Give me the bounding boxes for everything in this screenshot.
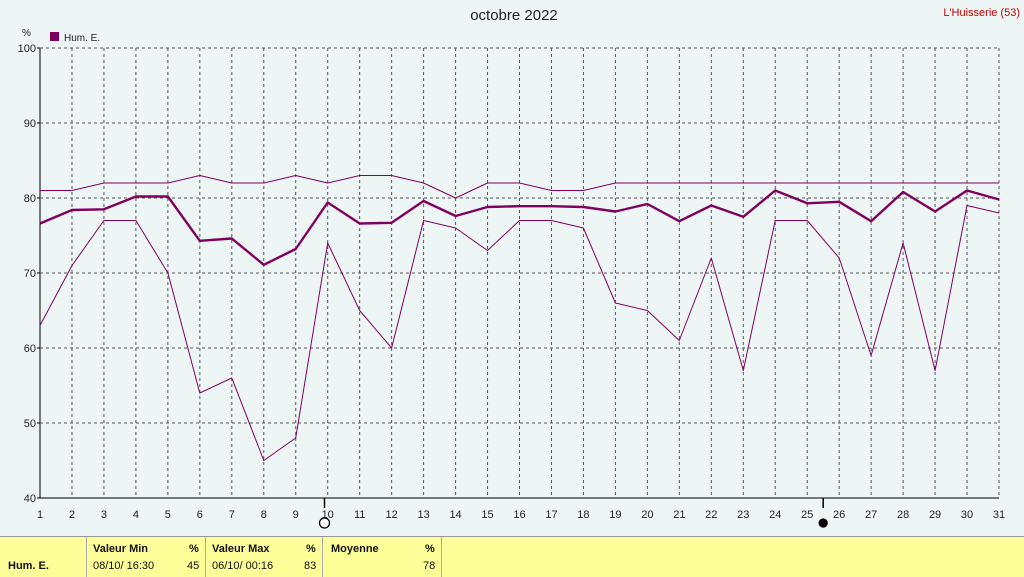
series-line-max — [40, 175, 999, 199]
min-value: 45 — [187, 560, 200, 572]
min-label: Valeur Min — [93, 543, 149, 555]
legend-swatch — [50, 32, 59, 41]
x-tick-label: 31 — [993, 509, 1005, 521]
x-tick-label: 15 — [481, 509, 493, 521]
x-tick-label: 30 — [961, 509, 973, 521]
y-tick-label: 40 — [24, 493, 36, 505]
x-tick-label: 17 — [545, 509, 557, 521]
x-tick-label: 26 — [833, 509, 845, 521]
x-tick-label: 6 — [197, 509, 203, 521]
x-tick-label: 24 — [769, 509, 781, 521]
min-unit: % — [189, 543, 199, 555]
x-tick-label: 18 — [577, 509, 589, 521]
x-tick-label: 13 — [417, 509, 429, 521]
x-tick-label: 27 — [865, 509, 877, 521]
x-tick-label: 11 — [354, 509, 365, 521]
footer-max-cell: Valeur Max % 06/10/ 00:16 83 — [206, 537, 323, 577]
y-tick-label: 50 — [24, 418, 36, 430]
x-tick-label: 29 — [929, 509, 941, 521]
x-tick-label: 28 — [897, 509, 909, 521]
x-tick-label: 19 — [609, 509, 621, 521]
x-tick-label: 20 — [641, 509, 653, 521]
x-tick-label: 9 — [293, 509, 299, 521]
mean-unit: % — [425, 543, 435, 555]
x-tick-label: 2 — [69, 509, 75, 521]
x-tick-label: 12 — [386, 509, 398, 521]
mean-value: 78 — [423, 560, 436, 572]
x-tick-label: 21 — [673, 509, 685, 521]
max-unit: % — [306, 543, 316, 555]
max-when: 06/10/ 00:16 — [212, 560, 274, 572]
x-tick-label: 7 — [229, 509, 235, 521]
mean-label: Moyenne — [331, 543, 379, 555]
x-tick-label: 5 — [165, 509, 171, 521]
grid-lines — [39, 47, 1000, 499]
y-tick-label: 70 — [24, 268, 36, 280]
x-tick-label: 3 — [101, 509, 107, 521]
x-tick-label: 4 — [133, 509, 139, 521]
footer-min-cell: Valeur Min % 08/10/ 16:30 45 — [87, 537, 206, 577]
x-tick-label: 16 — [513, 509, 525, 521]
y-tick-label: 100 — [18, 43, 36, 55]
x-axis-ticks: 1 2 3 4 5 6 7 8 9 10 11 12 13 14 15 16 17 18 19 20 21 22 23 24 2… — [37, 509, 1005, 521]
footer-row-label: Hum. E. — [8, 560, 49, 572]
y-tick-label: 60 — [24, 343, 36, 355]
station-name: L'Huisserie (53) — [943, 7, 1020, 19]
moon-phase-markers — [318, 498, 828, 529]
footer-row-label-cell: Hum. E. — [0, 537, 87, 577]
footer-mean-cell: Moyenne % 78 — [323, 537, 442, 577]
series-line-mean — [39, 189, 1000, 266]
y-tick-label: 80 — [24, 193, 36, 205]
chart-title: octobre 2022 — [470, 7, 558, 24]
y-axis-ticks: 40 50 60 70 80 90 100 — [18, 43, 40, 505]
x-tick-label: 25 — [801, 509, 813, 521]
new-moon-icon — [818, 518, 828, 528]
y-tick-label: 90 — [24, 118, 36, 130]
x-tick-label: 22 — [705, 509, 717, 521]
x-tick-label: 23 — [737, 509, 749, 521]
humidity-chart: octobre 2022 L'Huisserie (53) % Hum. E. … — [18, 7, 1020, 529]
series-line-min — [39, 205, 1000, 461]
legend-label: Hum. E. — [64, 33, 100, 44]
x-tick-label: 8 — [261, 509, 267, 521]
series-lines — [39, 175, 1000, 461]
min-when: 08/10/ 16:30 — [93, 560, 155, 572]
max-value: 83 — [304, 560, 317, 572]
y-unit-label: % — [22, 28, 31, 39]
full-moon-icon — [318, 517, 331, 529]
x-tick-label: 1 — [37, 509, 43, 521]
stats-footer: Hum. E. Valeur Min % 08/10/ 16:30 45 Val… — [0, 536, 1024, 577]
max-label: Valeur Max — [212, 543, 270, 555]
x-tick-label: 14 — [449, 509, 461, 521]
